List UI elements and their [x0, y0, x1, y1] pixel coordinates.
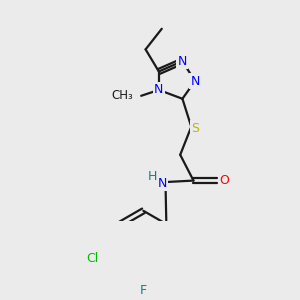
- Text: N: N: [154, 83, 164, 96]
- Text: S: S: [191, 122, 199, 135]
- Text: Cl: Cl: [86, 252, 98, 265]
- Text: F: F: [140, 284, 147, 297]
- Text: CH₃: CH₃: [111, 88, 133, 102]
- Text: N: N: [158, 177, 167, 190]
- Text: N: N: [190, 75, 200, 88]
- Text: O: O: [220, 174, 230, 187]
- Text: H: H: [148, 170, 157, 183]
- Text: N: N: [178, 55, 187, 68]
